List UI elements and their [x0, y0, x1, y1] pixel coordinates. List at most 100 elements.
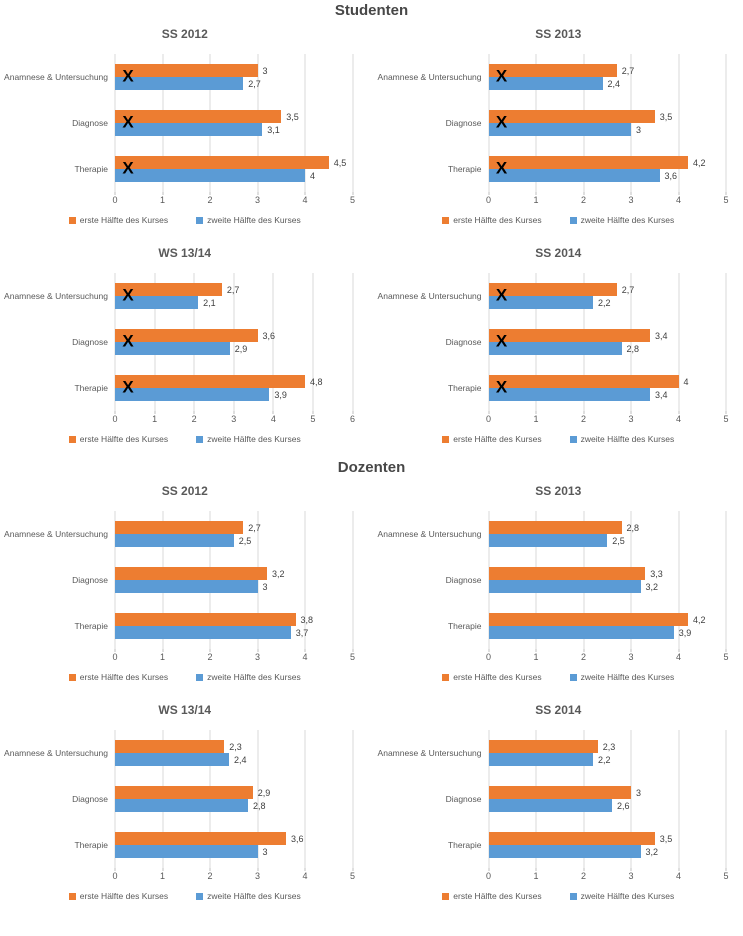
axis-tick [678, 649, 679, 652]
bar-zweite-haelfte [488, 799, 612, 812]
axis-tick-label: 5 [723, 195, 729, 205]
category-label: Therapie [74, 164, 108, 174]
bar-group: Anamnese & Untersuchung 2,3 2,2 [378, 730, 727, 776]
axis-tick [630, 411, 632, 414]
bar-group: Therapie 4,2 3,6 X [448, 146, 727, 192]
bar-group: Diagnose 3,5 3 X [446, 100, 727, 146]
axis-tick [583, 411, 584, 414]
legend-item-zweite-haelfte: zweite Hälfte des Kurses [569, 672, 674, 682]
x-axis: 0 1 2 3 4 5 [112, 868, 355, 883]
category-label: Therapie [74, 621, 108, 631]
bar-zweite-haelfte [488, 626, 674, 639]
gridline [233, 273, 235, 411]
category-label: Anamnese & Untersuchung [4, 748, 108, 758]
chart-studenten-ss-2014: SS 2014 Anamnese & Untersuchung 2,7 2,2 X Dia… [377, 244, 741, 449]
bar-zweite-haelfte [488, 753, 593, 766]
category-label: Therapie [74, 840, 108, 850]
value-label: 3,2 [645, 846, 659, 857]
bar-erste-haelfte [115, 283, 222, 296]
x-axis: 0 1 2 3 4 5 [486, 868, 729, 883]
bar-erste-haelfte [488, 375, 679, 388]
axis-tick-label: 2 [207, 652, 213, 662]
axis-tick-label: 1 [533, 871, 539, 881]
axis-tick [257, 868, 258, 871]
value-label: 4 [683, 376, 689, 387]
axis-tick-label: 1 [159, 652, 166, 662]
chart-grid-studenten: SS 2012 Anamnese & Untersuchung 3 2,7 X Diagn… [3, 25, 740, 449]
value-label: 4 [310, 170, 316, 181]
chart-dozenten-ws-13-14: WS 13/14 Anamnese & Untersuchung 2,3 2,4 Dia… [3, 701, 367, 906]
value-label: 2,7 [248, 522, 261, 533]
value-label: 3,4 [655, 389, 668, 400]
bar-erste-haelfte [488, 110, 655, 123]
plot-area: Anamnese & Untersuchung 2,3 2,2 Diagnose 3 2,… [378, 730, 727, 868]
legend: erste Hälfte des Kurses zweite Hälfte des… [3, 214, 367, 226]
bar-zweite-haelfte [115, 580, 258, 593]
axis-tick [257, 649, 258, 652]
gridline [352, 273, 353, 411]
significance-x-mark: X [122, 285, 134, 305]
axis-tick [304, 649, 306, 652]
axis-tick [725, 649, 727, 652]
gridline [304, 511, 306, 649]
bar-erste-haelfte [488, 832, 655, 845]
legend: erste Hälfte des Kurses zweite Hälfte des… [377, 214, 741, 226]
chart-studenten-ss-2013: SS 2013 Anamnese & Untersuchung 2,7 2,4 X Dia… [377, 25, 741, 230]
value-label: 2,7 [621, 65, 635, 76]
axis-tick [725, 411, 727, 414]
legend-swatch-icon [196, 216, 204, 224]
gridline [725, 730, 727, 868]
gridline [257, 511, 258, 649]
bar-zweite-haelfte [115, 123, 263, 136]
significance-x-mark: X [495, 158, 508, 178]
bar-group: Therapie 3,5 3,2 [448, 822, 727, 868]
axis-tick [678, 192, 679, 195]
bar-erste-haelfte [488, 329, 650, 342]
value-label: 3,6 [262, 330, 276, 341]
value-label: 4,8 [310, 376, 323, 387]
x-axis: 0 1 2 3 4 5 6 [112, 411, 355, 426]
axis-tick [162, 868, 163, 871]
category-label: Diagnose [72, 337, 108, 347]
bar-erste-haelfte [115, 832, 286, 845]
category-label: Diagnose [72, 575, 108, 585]
legend: erste Hälfte des Kurses zweite Hälfte des… [377, 671, 741, 683]
value-label: 3 [636, 787, 642, 798]
bar-zweite-haelfte [488, 845, 641, 858]
significance-x-mark: X [495, 377, 508, 397]
value-label: 2,8 [253, 800, 266, 811]
axis-tick [154, 411, 156, 414]
axis-tick-label: 5 [723, 414, 729, 424]
legend-item-zweite-haelfte: zweite Hälfte des Kurses [196, 672, 301, 682]
gridline [725, 511, 727, 649]
legend-swatch-icon [68, 892, 76, 900]
axis-tick-label: 3 [254, 195, 261, 205]
axis-tick [535, 649, 537, 652]
category-label: Therapie [447, 621, 482, 631]
value-label: 3 [262, 65, 268, 76]
axis-tick-label: 3 [254, 652, 261, 662]
value-label: 3,2 [645, 581, 659, 592]
bar-erste-haelfte [488, 613, 688, 626]
gridline [725, 54, 727, 192]
bar-erste-haelfte [115, 375, 305, 388]
axis-tick [678, 411, 679, 414]
axis-tick [162, 649, 163, 652]
axis-tick [272, 411, 274, 414]
section-heading-dozenten: Dozenten [337, 459, 406, 476]
axis-tick-label: 5 [310, 414, 316, 424]
plot-area: Anamnese & Untersuchung 2,7 2,4 X Diagnose 3,… [378, 54, 727, 192]
axis-tick-label: 1 [159, 871, 166, 881]
bar-group: Therapie 3,8 3,7 [74, 603, 353, 649]
bar-group: Anamnese & Untersuchung 3 2,7 X [4, 54, 353, 100]
gridline [304, 54, 306, 192]
gridline [678, 511, 679, 649]
axis-tick [162, 192, 163, 195]
axis-tick [352, 649, 353, 652]
legend-item-zweite-haelfte: zweite Hälfte des Kurses [569, 434, 674, 444]
axis-tick-label: 5 [349, 652, 356, 662]
axis-tick [630, 868, 632, 871]
bar-erste-haelfte [115, 567, 267, 580]
axis-tick-label: 5 [349, 195, 356, 205]
axis-tick [193, 411, 195, 414]
